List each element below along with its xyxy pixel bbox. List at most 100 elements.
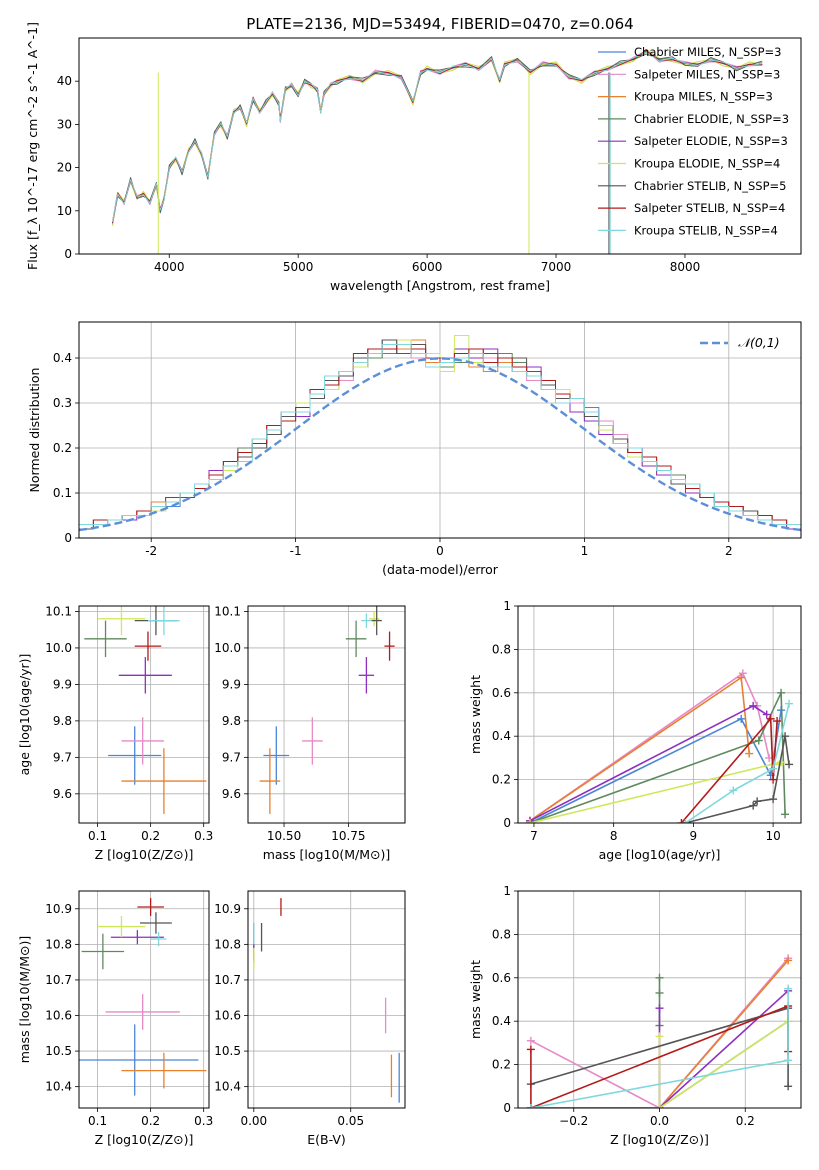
y-tick-label: 0.4 (492, 1014, 511, 1028)
data-point-6 (371, 606, 382, 636)
data-point-1 (121, 717, 164, 765)
data-point-3 (81, 933, 125, 970)
marker-3 (781, 810, 790, 819)
y-tick-label: 10.1 (214, 604, 241, 618)
histogram-8 (79, 344, 801, 538)
y-tick-label: 0.6 (492, 686, 511, 700)
data-point-7 (137, 898, 164, 916)
marker-3 (777, 688, 786, 697)
marker-7 (766, 714, 775, 723)
x-axis-label: Z [log10(Z/Z⊙)] (95, 1132, 194, 1147)
legend-label: Salpeter ELODIE, N_SSP=3 (634, 134, 788, 148)
plot-area (518, 891, 801, 1108)
weight-line-5 (529, 761, 782, 823)
y-tick-label: 9.9 (53, 677, 72, 691)
data-point-4 (118, 657, 172, 694)
x-tick-label: 8000 (670, 260, 701, 274)
legend-label: Chabrier MILES, N_SSP=3 (634, 45, 781, 59)
x-tick-label: 0.2 (141, 829, 160, 843)
y-tick-label: 0.1 (53, 486, 72, 500)
data-point-5 (368, 611, 380, 627)
x-tick-label: 2 (725, 544, 733, 558)
marker-0 (737, 714, 746, 723)
marker-7 (526, 1045, 535, 1054)
x-axis-label: E(B-V) (307, 1132, 346, 1147)
y-tick-label: 10.7 (45, 973, 72, 987)
marker-3 (655, 973, 664, 982)
y-axis-label: mass [log10(M/M⊙)] (17, 936, 32, 1064)
x-tick-label: 10 (765, 829, 780, 843)
data-point-2 (121, 748, 207, 814)
y-tick-label: 9.7 (222, 750, 241, 764)
y-tick-label: 10.0 (214, 641, 241, 655)
marker-5 (655, 1032, 664, 1041)
weight-line-5 (658, 1020, 789, 1108)
x-axis-label: age [log10(age/yr)] (599, 847, 721, 862)
plot-area (79, 322, 801, 538)
data-point-6 (140, 912, 172, 934)
plot-area (518, 606, 801, 823)
x-axis-label: (data-model)/error (382, 562, 499, 577)
x-tick-label: 0.0 (650, 1114, 669, 1128)
x-tick-label: 10.50 (267, 829, 301, 843)
axes-frame (517, 890, 802, 1109)
y-tick-label: 0.2 (53, 441, 72, 455)
x-tick-label: 0 (436, 544, 444, 558)
marker-2 (784, 956, 793, 965)
y-tick-label: 9.8 (222, 714, 241, 728)
y-tick-label: 10.6 (214, 1009, 241, 1023)
y-axis-label: age [log10(age/yr)] (17, 654, 32, 776)
weight-line-2 (530, 959, 789, 1108)
weight-line-7 (680, 718, 778, 823)
panel-residuals: -2 -1 0 1 2 0 0.1 0.2 0.3 0.4 (data-model)/error No… (27, 321, 802, 577)
legend-label: 𝒩(0,1) (738, 335, 780, 350)
legend: 𝒩(0,1) (700, 335, 780, 350)
y-tick-label: 0.2 (492, 1058, 511, 1072)
chart-panels: 4000 5000 6000 7000 8000010203040wavelength … (17, 22, 802, 1147)
data-point-4 (110, 930, 164, 945)
x-tick-label: 0.2 (141, 1114, 160, 1128)
x-tick-label: 1 (581, 544, 589, 558)
marker-1 (526, 1036, 535, 1045)
data-point-0 (79, 1024, 199, 1096)
marker-4 (655, 1004, 664, 1013)
weight-line-2 (529, 676, 750, 822)
marker-3 (655, 988, 664, 997)
y-tick-label: 10.4 (214, 1080, 241, 1094)
x-tick-label: 6000 (412, 260, 443, 274)
x-tick-label: 0.3 (194, 829, 213, 843)
y-tick-label: 10.9 (45, 902, 72, 916)
y-tick-label: 10.5 (45, 1044, 72, 1058)
marker-6 (769, 795, 778, 804)
data-point-0 (263, 726, 290, 785)
y-tick-label: 0.8 (492, 927, 511, 941)
x-tick-label: 0.1 (88, 829, 107, 843)
marker-2 (737, 673, 746, 682)
marker-6 (784, 1082, 793, 1091)
x-tick-label: 4000 (154, 260, 185, 274)
x-tick-label: 0.3 (194, 1114, 213, 1128)
y-tick-label: 10.8 (214, 937, 241, 951)
data-point-7 (384, 631, 395, 661)
data-point-8 (147, 606, 180, 636)
y-tick-label: 9.6 (222, 787, 241, 801)
y-tick-label: 10.7 (214, 973, 241, 987)
axes-frame (517, 605, 802, 824)
y-tick-label: 0.3 (53, 396, 72, 410)
panel-mass-vs-Z: 0.1 0.2 0.3 10.4 10.5 10.6 10.7 10.8 10.9 Z [log1… (17, 890, 213, 1147)
legend-label: Chabrier ELODIE, N_SSP=3 (634, 112, 789, 126)
marker-6 (749, 801, 758, 810)
marker-1 (738, 669, 747, 678)
x-tick-label: 10.75 (331, 829, 365, 843)
marker-8 (526, 1104, 535, 1108)
y-tick-label: 0 (64, 247, 72, 261)
y-tick-label: 20 (57, 161, 72, 175)
data-point-5 (97, 915, 146, 938)
normal-curve (79, 357, 801, 532)
x-tick-label: −0.2 (559, 1114, 588, 1128)
x-tick-label: 9 (690, 829, 698, 843)
data-point-1 (105, 994, 180, 1030)
panel-mass-weight-vs-Z: −0.2 0.0 0.2 0 0.2 0.4 0.6 0.8 1 Z [log10(Z/Z⊙)] m… (468, 884, 802, 1147)
y-axis-label: mass weight (468, 675, 483, 754)
y-tick-label: 9.6 (53, 787, 72, 801)
